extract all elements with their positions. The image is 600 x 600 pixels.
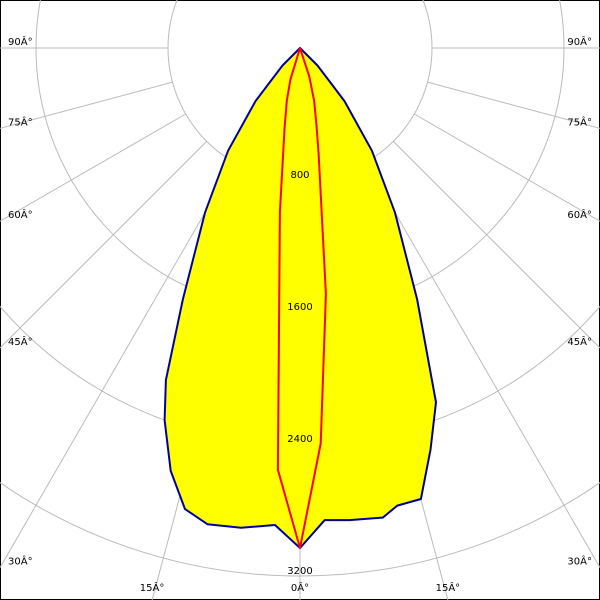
grid-line bbox=[392, 140, 600, 349]
angle-tick-label: 75Â° bbox=[8, 115, 33, 128]
grid-line bbox=[365, 162, 600, 568]
intensity-curve bbox=[276, 47, 327, 549]
r-tick-label: 1600 bbox=[287, 302, 312, 313]
angle-tick-label: 0Â° bbox=[291, 581, 309, 594]
angle-tick-label: 30Â° bbox=[567, 555, 592, 568]
r-tick-label: 800 bbox=[290, 170, 309, 181]
angle-tick-label: 30Â° bbox=[8, 555, 33, 568]
angle-tick-label: 15Â° bbox=[140, 581, 165, 594]
grid-line bbox=[0, 113, 186, 222]
angle-tick-label: 90Â° bbox=[567, 35, 592, 48]
r-tick-label: 3200 bbox=[287, 566, 312, 577]
angle-tick-label: 90Â° bbox=[8, 35, 33, 48]
grid-line bbox=[0, 81, 173, 129]
grid-line bbox=[0, 140, 208, 349]
grid-line bbox=[414, 113, 600, 222]
r-tick-label: 2400 bbox=[287, 434, 312, 445]
angle-tick-label: 75Â° bbox=[567, 115, 592, 128]
angle-tick-label: 60Â° bbox=[8, 208, 33, 221]
angle-tick-label: 45Â° bbox=[567, 335, 592, 348]
grid-line bbox=[427, 81, 600, 129]
angle-tick-label: 45Â° bbox=[8, 335, 33, 348]
grid-line bbox=[0, 162, 235, 568]
angle-tick-label: 15Â° bbox=[436, 581, 461, 594]
angle-tick-label: 60Â° bbox=[567, 208, 592, 221]
